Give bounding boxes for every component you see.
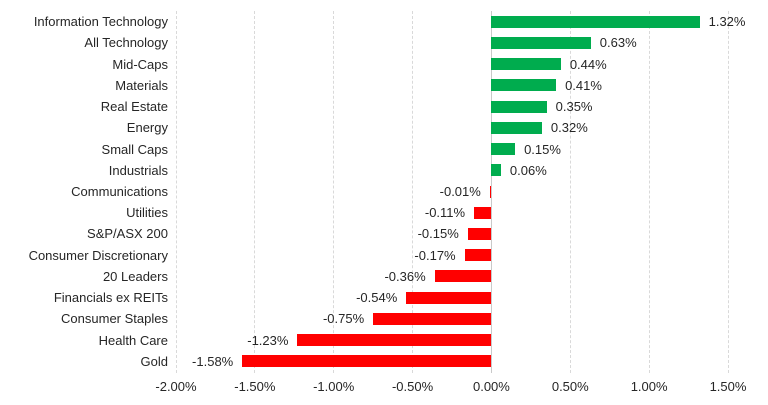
value-label: -1.23% — [247, 332, 289, 348]
x-tick-label: 1.50% — [709, 379, 747, 394]
value-label: 1.32% — [708, 14, 746, 30]
category-label: Information Technology — [33, 14, 168, 30]
category-label: Utilities — [126, 205, 168, 221]
x-tick-label: -0.50% — [391, 379, 434, 394]
value-label: 0.15% — [524, 141, 561, 157]
bar — [491, 100, 547, 113]
x-tick-label: -1.50% — [234, 379, 276, 394]
gridline — [569, 11, 571, 373]
category-label: Financials ex REITs — [53, 290, 168, 306]
bar — [491, 79, 557, 92]
value-label: -0.54% — [356, 290, 398, 306]
category-label: Industrials — [108, 162, 168, 178]
x-tick-label: 0.00% — [472, 379, 510, 394]
x-tick-label: -1.00% — [313, 379, 355, 394]
gridline — [648, 11, 650, 373]
bar — [467, 227, 492, 240]
value-label: 0.41% — [565, 77, 602, 93]
category-label: Gold — [140, 353, 168, 369]
value-label: -0.75% — [322, 311, 365, 327]
bar — [406, 291, 492, 304]
bar — [434, 270, 492, 283]
value-label: 0.32% — [550, 120, 588, 136]
bar — [491, 164, 501, 177]
category-label: 20 Leaders — [102, 268, 168, 284]
gridline — [175, 11, 177, 373]
value-label: -0.11% — [424, 205, 466, 221]
bar — [491, 36, 591, 49]
value-label: -0.36% — [384, 268, 426, 284]
bar — [373, 312, 492, 325]
category-label: Energy — [126, 120, 168, 136]
gridline — [727, 11, 729, 373]
bar — [242, 355, 492, 368]
value-label: -0.17% — [414, 247, 456, 263]
bar — [491, 58, 561, 71]
bar — [464, 249, 492, 262]
bar — [491, 143, 516, 156]
gridline — [333, 11, 335, 373]
bar — [297, 334, 492, 347]
bar — [491, 15, 700, 28]
zero-axis-line — [490, 11, 492, 373]
value-label: -0.15% — [417, 226, 459, 242]
x-tick-label: 0.50% — [551, 379, 589, 394]
bar — [491, 121, 542, 134]
x-tick-label: -2.00% — [155, 379, 197, 394]
value-label: 0.06% — [509, 162, 547, 178]
category-label: Communications — [71, 184, 168, 199]
category-label: Consumer Staples — [61, 311, 168, 327]
gridline — [412, 11, 414, 373]
value-label: 0.35% — [555, 99, 593, 115]
bar — [474, 206, 492, 219]
value-label: 0.63% — [599, 35, 637, 51]
category-label: Consumer Discretionary — [28, 247, 168, 263]
category-label: All Technology — [84, 35, 168, 51]
value-label: -0.01% — [439, 184, 481, 199]
x-tick-label: 1.00% — [630, 379, 668, 394]
category-label: S&P/ASX 200 — [87, 226, 168, 242]
category-label: Mid-Caps — [112, 56, 168, 72]
value-label: -1.58% — [192, 353, 234, 369]
category-label: Small Caps — [101, 141, 168, 157]
bar — [489, 185, 492, 198]
category-label: Real Estate — [100, 99, 168, 115]
category-label: Health Care — [98, 332, 168, 348]
value-label: 0.44% — [569, 56, 607, 72]
gridline — [254, 11, 256, 373]
category-label: Materials — [115, 77, 168, 93]
